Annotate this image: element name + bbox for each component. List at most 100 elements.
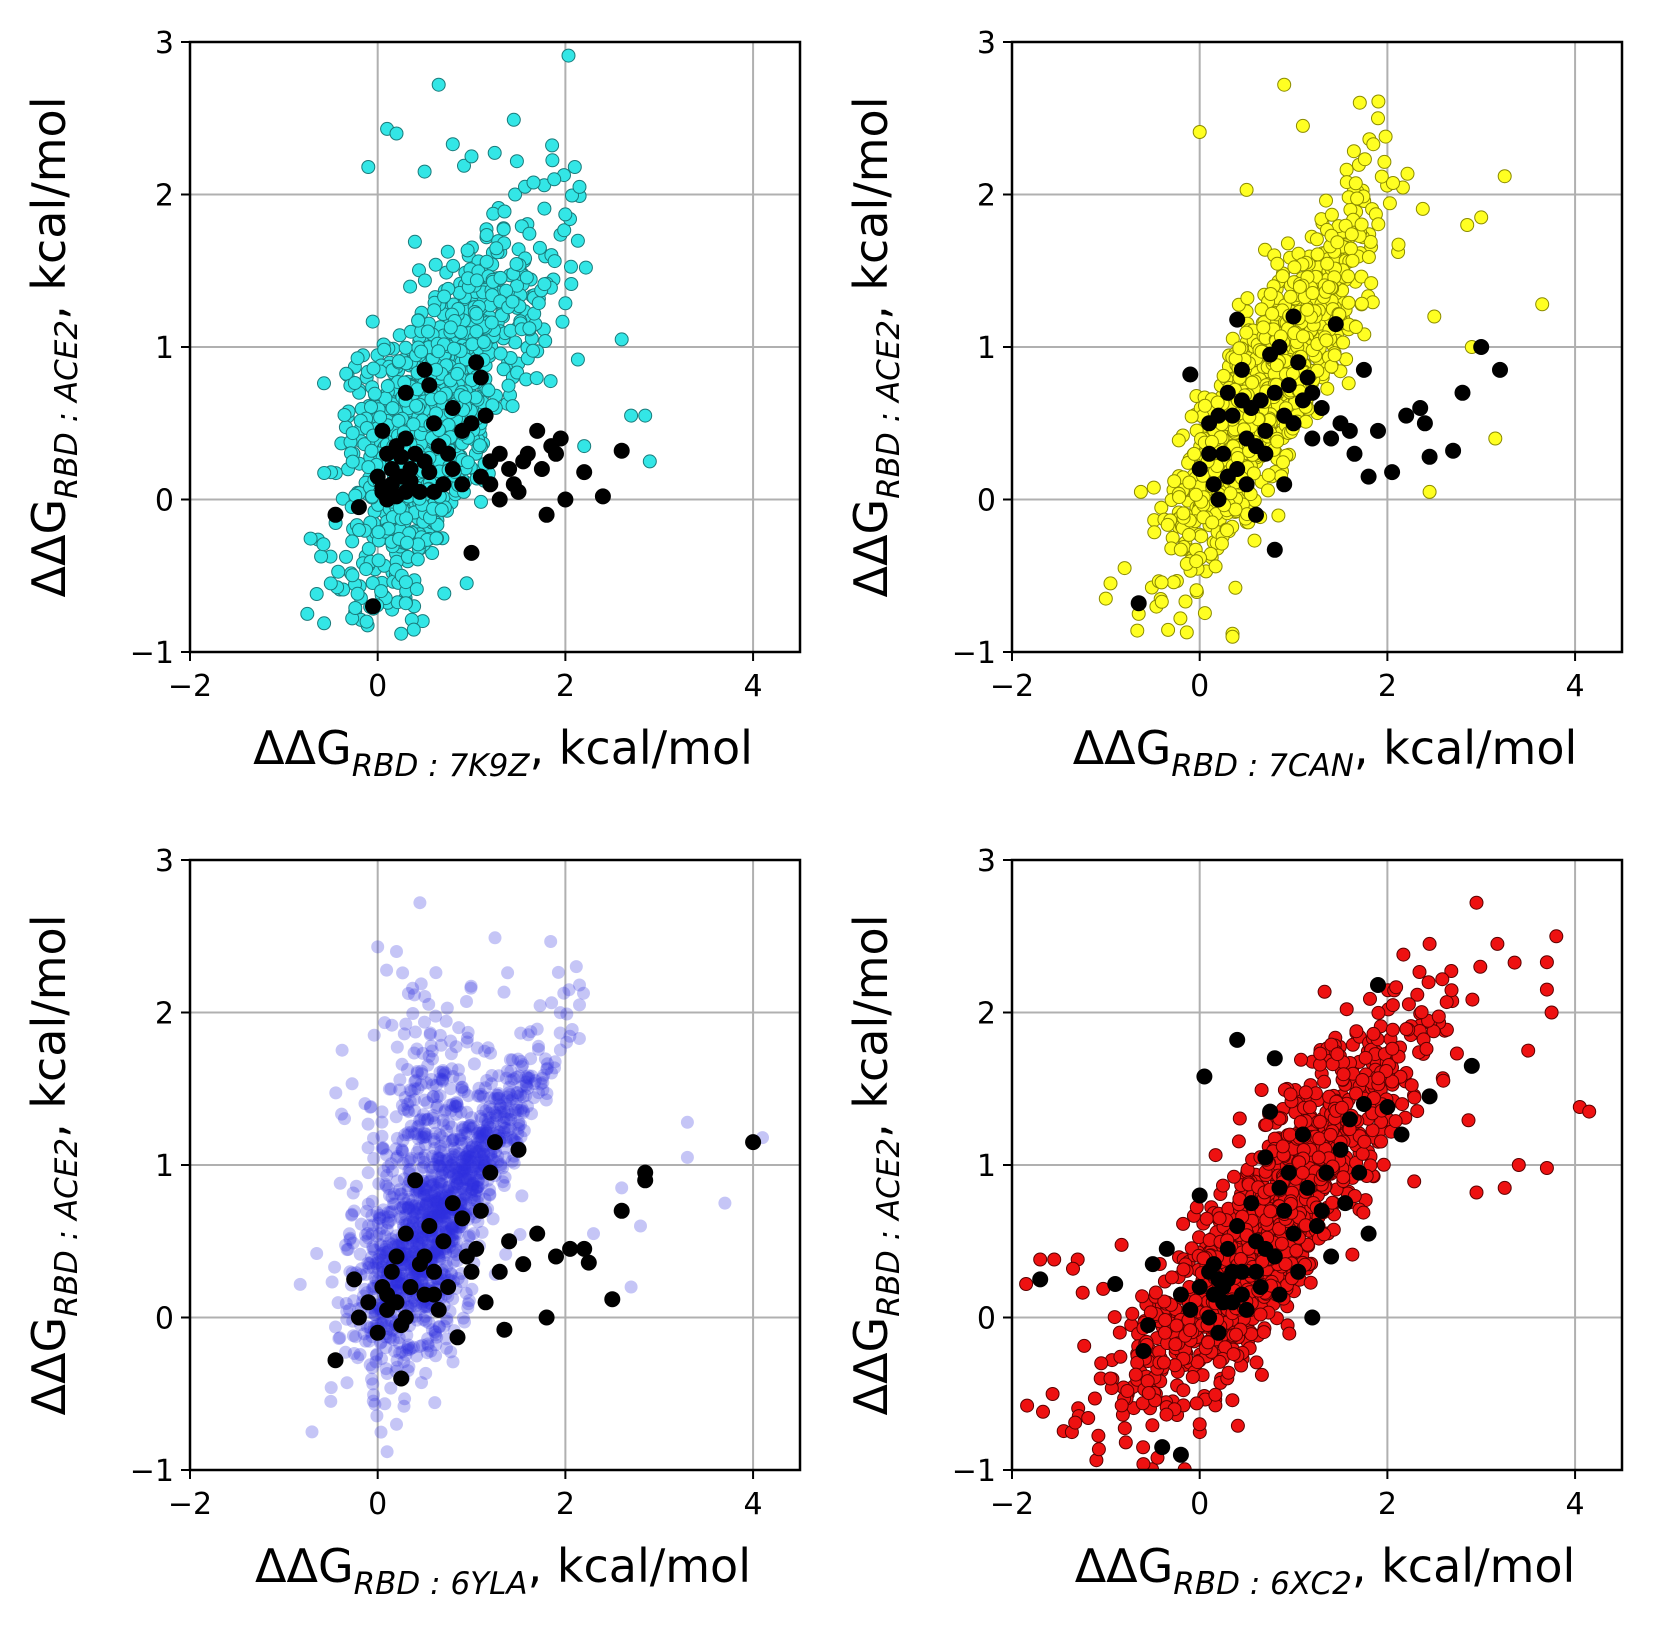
data-point (445, 1062, 459, 1076)
data-point (412, 1142, 426, 1156)
data-point (407, 1046, 421, 1060)
highlight-point (393, 1370, 410, 1387)
data-point (459, 576, 474, 591)
data-point (475, 1141, 489, 1155)
data-point (484, 315, 499, 330)
data-point (333, 1331, 347, 1345)
highlight-point (510, 1141, 527, 1158)
data-point (468, 1156, 482, 1169)
data-point (472, 1173, 486, 1187)
data-point (488, 931, 502, 945)
data-point (1189, 554, 1204, 569)
data-point (340, 1243, 354, 1257)
data-point (416, 1151, 430, 1165)
data-point (325, 1275, 339, 1289)
data-point (421, 1238, 435, 1252)
data-point (450, 1227, 464, 1240)
data-point (514, 1054, 528, 1068)
data-point (374, 1425, 388, 1439)
data-point (502, 1112, 516, 1126)
data-point (418, 1190, 431, 1204)
data-point (339, 1297, 353, 1310)
data-point (522, 226, 537, 241)
data-point (1312, 1114, 1327, 1129)
data-point (485, 1102, 499, 1116)
data-point (391, 1149, 405, 1163)
data-point (531, 296, 546, 311)
data-point (478, 1127, 491, 1141)
data-point (1345, 253, 1360, 268)
x-tick-label: 2 (556, 1487, 575, 1522)
data-point (370, 1409, 384, 1423)
data-point (448, 1099, 462, 1113)
data-point (484, 1148, 498, 1162)
data-point (379, 1362, 393, 1376)
data-point (432, 1151, 446, 1165)
data-point (388, 1197, 402, 1211)
data-point (359, 1267, 373, 1281)
data-point (503, 1053, 517, 1067)
data-point (305, 1425, 319, 1439)
data-point (411, 313, 426, 328)
data-point (367, 1131, 380, 1145)
data-point (476, 335, 491, 349)
y-tick-label: 2 (155, 179, 174, 214)
data-point (494, 1118, 508, 1132)
data-point (1118, 1435, 1133, 1450)
data-point (420, 1346, 434, 1360)
data-point (399, 1208, 413, 1222)
data-point (433, 1193, 447, 1207)
data-point (511, 1127, 525, 1141)
data-point (1259, 1117, 1274, 1132)
data-point (368, 1308, 382, 1322)
data-point (406, 981, 420, 995)
data-point (480, 1074, 494, 1087)
data-point (433, 1151, 447, 1165)
highlight-point (519, 445, 536, 462)
data-point (472, 438, 487, 453)
highlight-point (1445, 442, 1462, 459)
data-point (471, 1145, 485, 1158)
data-point (1208, 559, 1223, 574)
data-point (382, 1210, 395, 1224)
data-point (358, 1097, 372, 1111)
data-point (519, 1078, 533, 1092)
data-point (375, 1352, 388, 1366)
data-point (521, 1081, 535, 1095)
highlight-point (1210, 407, 1227, 424)
data-point (1461, 1113, 1476, 1128)
data-point (410, 1229, 424, 1243)
data-point (449, 1145, 463, 1159)
data-point (1230, 1418, 1245, 1433)
data-point (355, 1262, 369, 1276)
data-point (484, 1147, 498, 1161)
data-point (455, 1275, 469, 1289)
data-point (514, 1103, 528, 1117)
data-point (375, 1221, 389, 1235)
data-point (347, 376, 362, 390)
data-point (458, 1121, 472, 1135)
data-point (614, 332, 629, 347)
data-point (361, 1141, 375, 1155)
data-point (389, 1151, 403, 1165)
data-point (401, 1201, 415, 1215)
data-point (1320, 256, 1335, 271)
data-point (521, 1071, 535, 1085)
data-point (449, 1162, 463, 1175)
data-point (494, 1099, 508, 1113)
data-point (1535, 297, 1550, 312)
data-point (1371, 94, 1386, 109)
data-point (365, 1227, 379, 1241)
data-point (378, 1250, 392, 1264)
data-point (465, 1140, 479, 1154)
data-point (1354, 217, 1369, 232)
data-point (499, 1247, 513, 1261)
data-point (425, 1323, 439, 1337)
data-point (435, 1219, 448, 1233)
data-point (413, 1339, 427, 1353)
data-point (442, 1152, 456, 1166)
data-point (1345, 1247, 1360, 1262)
data-point (410, 1145, 424, 1159)
data-point (1317, 1074, 1332, 1089)
data-point (562, 983, 576, 997)
